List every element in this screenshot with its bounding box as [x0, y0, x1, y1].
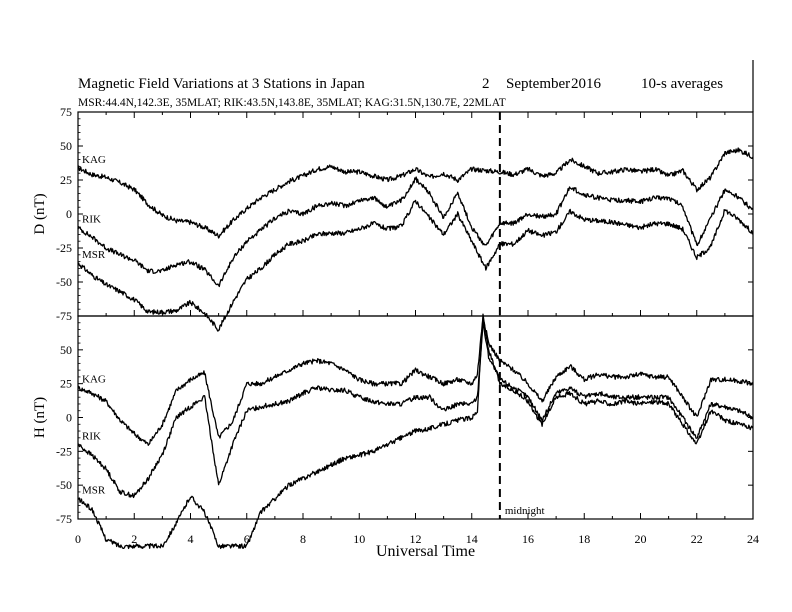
series-line-msr: [77, 313, 754, 550]
y-tick-label: 50: [60, 139, 72, 153]
x-tick-label: 16: [522, 532, 534, 546]
y-tick-label: -25: [56, 444, 72, 458]
x-tick-label: 10: [353, 532, 365, 546]
x-tick-label: 20: [635, 532, 647, 546]
y-tick-label: -75: [56, 512, 72, 526]
x-tick-label: 18: [578, 532, 590, 546]
series-line-rik: [77, 176, 754, 288]
chart-date-year: 2016: [571, 76, 602, 92]
series-line-kag: [77, 316, 754, 446]
series-label-msr: MSR: [82, 485, 106, 497]
y-tick-label: -50: [56, 478, 72, 492]
y-tick-label: 75: [60, 105, 72, 119]
x-tick-label: 8: [300, 532, 306, 546]
chart-title: Magnetic Field Variations at 3 Stations …: [78, 76, 365, 92]
chart-date-month: September: [506, 76, 570, 92]
x-tick-label: 14: [466, 532, 478, 546]
y-tick-label: 25: [60, 173, 72, 187]
chart-layer: -75 -50 -25 0 25 50 75 D (nT) KAG RIK MSR -75 -50 -25…: [32, 60, 759, 560]
y-axis-label: D (nT): [32, 193, 48, 234]
x-tick-label: 4: [188, 532, 194, 546]
series-label-rik: RIK: [82, 431, 101, 443]
midnight-label: midnight: [505, 505, 545, 517]
y-tick-label: 0: [66, 411, 72, 425]
panel-top: -75 -50 -25 0 25 50 75 D (nT) KAG RIK MSR: [32, 105, 754, 332]
series-label-kag: KAG: [82, 154, 106, 166]
series-label-rik: RIK: [82, 214, 101, 226]
series-line-msr: [77, 199, 754, 332]
series-line-kag: [77, 147, 754, 239]
chart-subtitle-stations: MSR:44.4N,142.3E, 35MLAT; RIK:43.5N,143.…: [78, 97, 506, 109]
series-label-kag: KAG: [82, 374, 106, 386]
x-tick-label: 22: [691, 532, 703, 546]
chart-date-day: 2: [482, 76, 490, 92]
y-tick-label: 50: [60, 343, 72, 357]
x-tick-label: 24: [747, 532, 759, 546]
x-tick-label: 12: [410, 532, 422, 546]
panel-frame-bottom: [77, 315, 754, 520]
y-tick-label: 25: [60, 377, 72, 391]
x-tick-label: 6: [244, 532, 250, 546]
y-axis-label: H (nT): [32, 397, 48, 438]
y-tick-label: -25: [56, 241, 72, 255]
chart-averaging: 10-s averages: [641, 76, 723, 92]
x-tick-label: 0: [75, 532, 81, 546]
series-line-rik: [77, 321, 754, 499]
y-tick-label: 0: [66, 207, 72, 221]
x-axis-label: Universal Time: [376, 543, 475, 560]
y-tick-label: -50: [56, 275, 72, 289]
series-label-msr: MSR: [82, 249, 106, 261]
y-tick-label: -75: [56, 309, 72, 323]
panel-frame-top: [77, 111, 754, 317]
x-tick-label: 2: [131, 532, 137, 546]
